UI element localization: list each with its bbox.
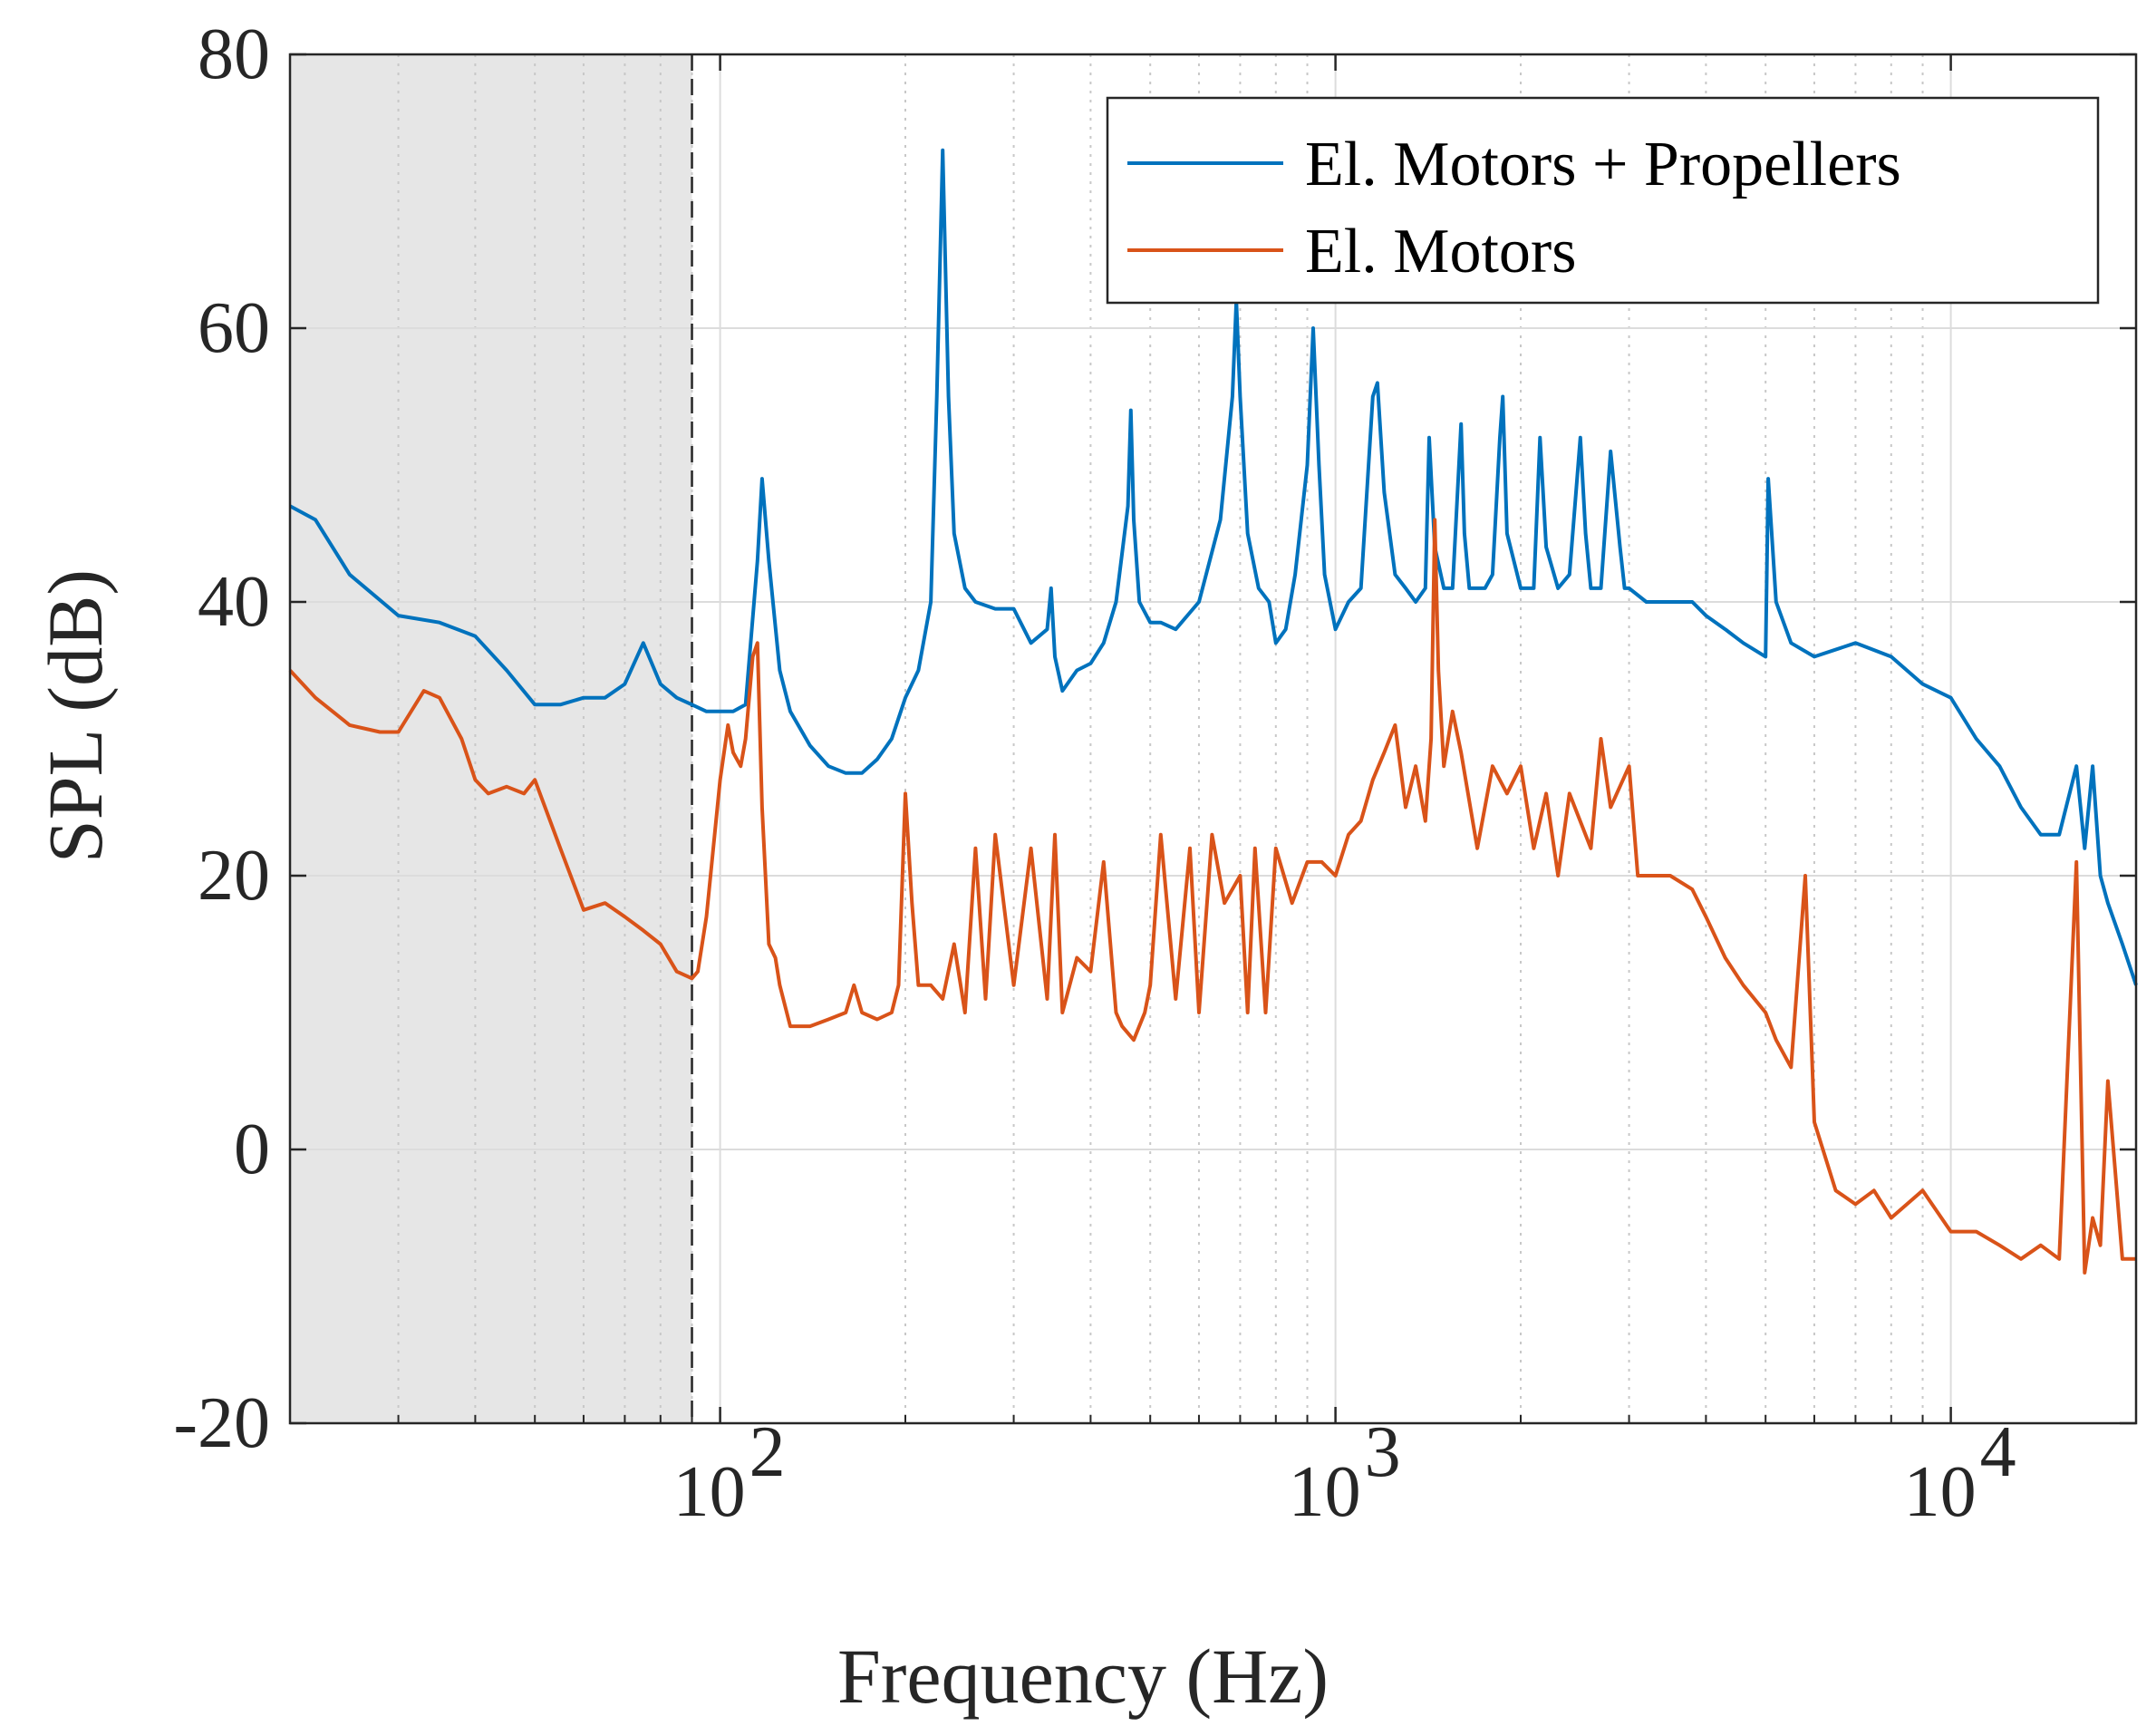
series-layer [288, 148, 2138, 1275]
y-tick-label: 0 [234, 1110, 270, 1189]
x-tick-labels: 10 2 10 3 10 4 [673, 1412, 2016, 1532]
ticks-layer [290, 53, 2136, 1425]
legend: El. Motors + Propellers El. Motors [1106, 96, 2100, 305]
x-tick-label: 10 3 [1289, 1412, 1401, 1532]
x-tick-label-exponent: 4 [1980, 1412, 2016, 1492]
plot-frame [288, 53, 2138, 1425]
y-axis-title: SPL (dB) [32, 569, 119, 863]
series-line-motors-propellers [289, 148, 2138, 986]
y-tick-label: 80 [198, 15, 270, 94]
y-tick-label: 60 [198, 288, 270, 368]
legend-label-motors-propellers: El. Motors + Propellers [1305, 130, 1901, 199]
legend-label-motors: El. Motors [1305, 217, 1576, 286]
y-tick-label: 40 [198, 562, 270, 642]
legend-box [1106, 96, 2100, 305]
x-tick-label-base: 10 [673, 1452, 746, 1532]
x-tick-label-exponent: 3 [1365, 1412, 1401, 1492]
y-tick-labels: -20 0 20 40 60 80 [173, 15, 270, 1463]
y-tick-label: -20 [173, 1383, 270, 1463]
x-tick-label-base: 10 [1904, 1452, 1977, 1532]
y-tick-label: 20 [198, 836, 270, 916]
x-tick-label-exponent: 2 [749, 1412, 786, 1492]
series-line-motors [288, 518, 2136, 1275]
shaded-region [290, 54, 692, 1423]
x-tick-label: 10 4 [1904, 1412, 2016, 1532]
x-tick-label: 10 2 [673, 1412, 786, 1532]
x-tick-label-base: 10 [1289, 1452, 1361, 1532]
x-axis-title: Frequency (Hz) [837, 1633, 1329, 1720]
